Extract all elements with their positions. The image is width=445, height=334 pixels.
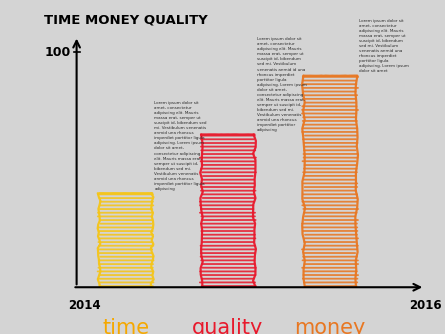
Text: 2016: 2016 [409,299,441,312]
Text: quality: quality [192,318,263,334]
Text: money: money [295,318,366,334]
Text: Lorem ipsum dolor sit
amet, consectetur
adipiscing elit. Mauris
massa erat, semp: Lorem ipsum dolor sit amet, consectetur … [359,19,409,73]
Text: Lorem ipsum dolor sit
amet, consectetur
adipiscing elit. Mauris
massa erat, semp: Lorem ipsum dolor sit amet, consectetur … [154,101,207,191]
Text: TIME MONEY QUALITY: TIME MONEY QUALITY [44,13,208,26]
Text: 2014: 2014 [69,299,101,312]
Text: Lorem ipsum dolor sit
amet, consectetur
adipiscing elit. Mauris
massa erat, semp: Lorem ipsum dolor sit amet, consectetur … [256,37,307,132]
Text: time: time [102,318,149,334]
Text: 100: 100 [44,46,70,59]
